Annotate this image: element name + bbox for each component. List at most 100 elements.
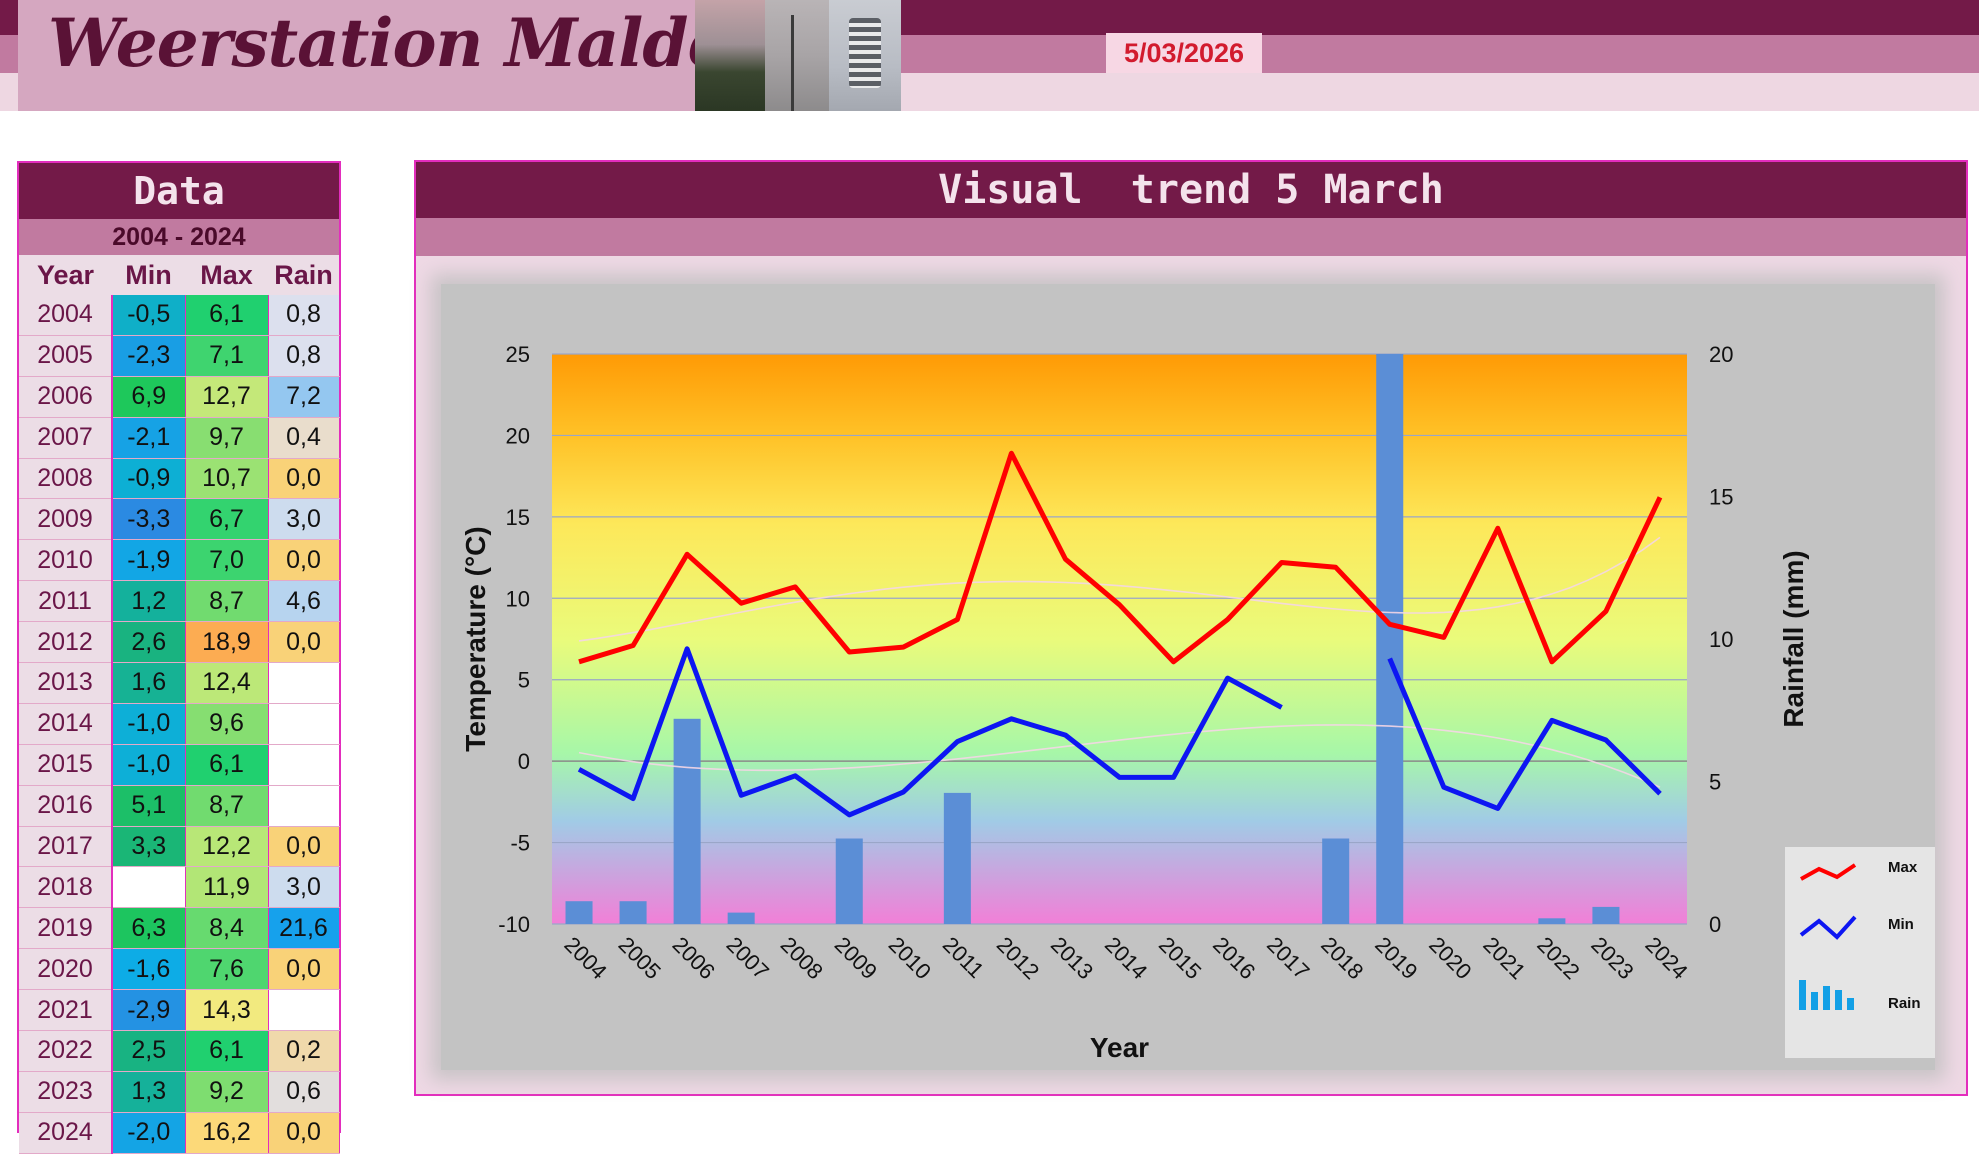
cell-min [112,866,186,909]
col-header-year: Year [36,259,95,290]
y-tick-label: 5 [518,668,530,693]
cell-year: 2015 [19,744,113,786]
rain-bar [943,792,971,924]
cell-year: 2012 [19,621,113,664]
x-tick-label: 2006 [668,932,720,984]
y-tick-label: -10 [498,912,530,937]
y2-tick-label: 0 [1709,912,1721,937]
rain-bar [1592,906,1620,924]
x-tick-label: 2007 [722,932,774,984]
x-axis-title: Year [1090,1032,1149,1063]
cell-year: 2024 [19,1112,113,1154]
x-tick-label: 2015 [1154,932,1206,984]
station-photo-field [695,0,765,111]
rain-bar [1538,918,1566,924]
chart-panel: Visual trend 5 March 25 20 15 10 5 0 -5 -10 20 15… [414,160,1968,1096]
table-row: 2021 -2,9 14,3 [19,989,340,1032]
data-table-header: Year Min Max Rain [19,255,339,295]
cell-min: 6,9 [112,376,186,418]
x-tick-label: 2013 [1046,932,1098,984]
x-tick-label: 2016 [1208,932,1260,984]
series-line-max [578,450,1663,665]
cell-rain [268,989,340,1032]
cell-rain: 0,0 [268,539,340,582]
title-box: Weerstation Malderen [18,0,851,111]
rain-bar [727,912,755,924]
data-panel-title: Data [19,163,339,219]
x-tick-label: 2018 [1316,932,1368,984]
cell-rain: 0,0 [268,458,340,500]
cell-min: 1,2 [112,580,186,623]
legend-label: Rain [1888,995,1921,1012]
cell-min: 1,6 [112,662,186,704]
trendline-min [578,724,1661,788]
x-tick-label: 2021 [1478,932,1530,984]
y-axis-title: Temperature (°C) [460,526,491,751]
station-photo-mast [765,0,829,111]
table-row: 2024 -2,0 16,2 0,0 [19,1112,340,1154]
x-tick-label: 2008 [776,932,828,984]
table-row: 2019 6,3 8,4 21,6 [19,907,340,950]
cell-rain [268,662,340,704]
cell-year: 2018 [19,866,113,909]
cell-max: 6,1 [185,744,269,786]
x-tick-label: 2017 [1262,932,1314,984]
col-header-min: Min [125,259,172,290]
cell-max: 8,7 [185,580,269,623]
col-header-rain: Rain [274,259,333,290]
cell-rain: 3,0 [268,498,340,541]
table-row: 2015 -1,0 6,1 [19,744,340,786]
cell-rain: 7,2 [268,376,340,418]
table-row: 2005 -2,3 7,1 0,8 [19,335,340,377]
data-table: Year Min Max Rain 2004 -0,5 6,1 0,8 2005 -2,3… [19,255,340,1154]
cell-max: 18,9 [185,621,269,664]
cell-min: -1,0 [112,744,186,786]
y2-tick-label: 20 [1709,342,1733,367]
table-row: 2004 -0,5 6,1 0,8 [19,295,340,336]
data-panel-range: 2004 - 2024 [19,219,339,255]
cell-year: 2006 [19,376,113,418]
cell-max: 12,4 [185,662,269,704]
cell-year: 2016 [19,785,113,827]
cell-year: 2004 [19,295,113,336]
chart-panel-title: Visual trend 5 March [416,162,1966,218]
rain-bar [565,901,593,924]
y-tick-label: 0 [518,749,530,774]
x-tick-label: 2020 [1424,932,1476,984]
cell-min: -1,0 [112,703,186,745]
cell-max: 12,7 [185,376,269,418]
cell-min: 2,5 [112,1030,186,1072]
cell-max: 12,2 [185,826,269,868]
cell-rain: 0,2 [268,1030,340,1072]
current-date: 5/03/2026 [1106,33,1262,73]
cell-max: 8,4 [185,907,269,950]
cell-max: 14,3 [185,989,269,1032]
rain-bar [1376,354,1404,924]
cell-rain: 0,0 [268,948,340,991]
cell-rain: 0,0 [268,621,340,664]
y-tick-label: -5 [510,831,530,856]
cell-rain: 0,6 [268,1071,340,1113]
table-row: 2011 1,2 8,7 4,6 [19,580,340,623]
table-row: 2014 -1,0 9,6 [19,703,340,745]
table-row: 2022 2,5 6,1 0,2 [19,1030,340,1072]
cell-max: 9,7 [185,417,269,459]
cell-max: 6,7 [185,498,269,541]
rain-bar [1322,838,1350,924]
table-row: 2008 -0,9 10,7 0,0 [19,458,340,500]
cell-rain: 0,0 [268,826,340,868]
cell-year: 2019 [19,907,113,950]
cell-year: 2008 [19,458,113,500]
table-row: 2009 -3,3 6,7 3,0 [19,498,340,541]
legend-min-icon [1799,915,1857,940]
y2-tick-label: 15 [1709,485,1733,510]
cell-year: 2010 [19,539,113,582]
legend-rain-icon [1847,998,1854,1010]
cell-rain: 3,0 [268,866,340,909]
cell-min: 6,3 [112,907,186,950]
chart-panel-subheader [416,218,1966,256]
cell-min: -2,3 [112,335,186,377]
x-tick-label: 2011 [938,932,989,983]
x-tick-label: 2014 [1100,932,1152,984]
chart-area: 25 20 15 10 5 0 -5 -10 20 15 10 5 0 2004 2005 2006 2007 2… [441,284,1935,1070]
